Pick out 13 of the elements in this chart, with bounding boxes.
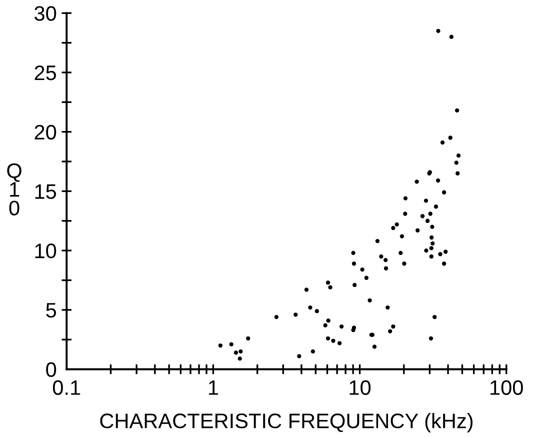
x-axis-title: CHARACTERISTIC FREQUENCY (kHz) xyxy=(100,412,473,432)
x-tick-label: 1 xyxy=(208,380,218,395)
x-tick-label: 100 xyxy=(490,380,523,395)
y-axis-title: Q10 xyxy=(7,163,22,216)
y-tick-label: 25 xyxy=(34,65,56,80)
y-tick-label: 10 xyxy=(35,244,56,258)
y-tick-label: 0 xyxy=(46,362,56,378)
x-tick-label: 0.1 xyxy=(52,380,80,395)
y-tick-label: 30 xyxy=(34,6,56,21)
y-tick-label: 15 xyxy=(35,184,56,199)
y-tick-label: 5 xyxy=(46,303,56,318)
x-tick-label: 10 xyxy=(350,380,371,395)
y-tick-label: 20 xyxy=(34,124,56,140)
